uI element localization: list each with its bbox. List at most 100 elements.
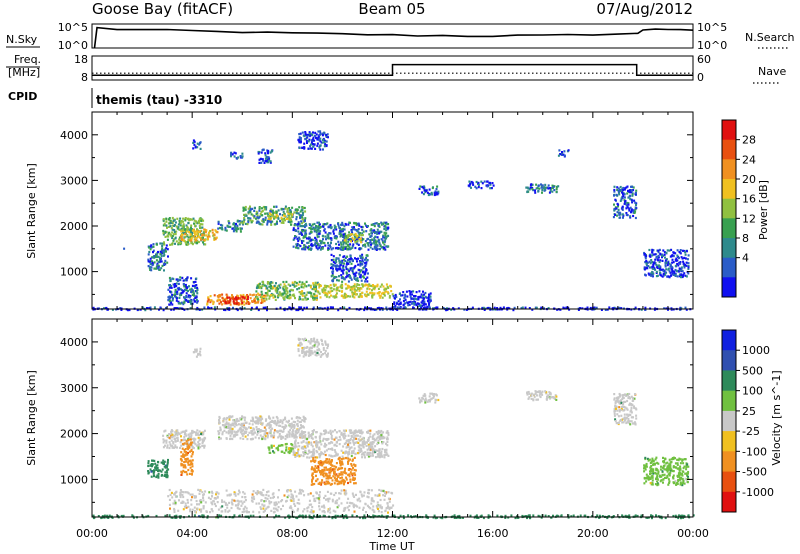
- scatter-region-13: [167, 276, 199, 306]
- scatter-region-6: [310, 456, 357, 486]
- cpid-text: themis (tau) -3310: [96, 93, 222, 107]
- scatter-region-10: [418, 392, 440, 404]
- noise-panel: [91, 23, 694, 49]
- power-axes: 1000 2000 3000 4000: [60, 111, 694, 309]
- colorbar-tick-5: -100: [742, 445, 767, 458]
- nsearch-label: N.Search: [745, 31, 795, 44]
- nsky-label: N.Sky: [6, 33, 38, 46]
- scatter-region-25: [643, 248, 690, 279]
- xtick-label-4: 16:00: [477, 527, 509, 540]
- colorbar-tick-0: 28: [742, 134, 756, 147]
- power-ylabel: Slant Range [km]: [25, 163, 38, 259]
- colorbar-swatch-2: [722, 370, 736, 392]
- nsky-top-tick: 10^5: [58, 21, 88, 34]
- colorbar-swatch-0: [722, 330, 736, 351]
- power-panel: [91, 111, 694, 310]
- scatter-region-4: [217, 219, 244, 233]
- scatter-region-22: [525, 183, 560, 194]
- scatter-region-8: [297, 337, 330, 358]
- scatter-region-12: [613, 392, 638, 426]
- colorbar-swatch-7: [722, 471, 736, 493]
- scatter-region-7: [192, 347, 202, 358]
- ytick-label-2: 3000: [60, 174, 88, 187]
- colorbar-swatch-7: [722, 257, 736, 278]
- velocity-heatmap: [92, 337, 695, 520]
- time-axis: 00:00 04:00 08:00 12:00 16:00 20:00 00:00: [76, 527, 709, 540]
- colorbar-tick-0: 1000: [742, 344, 770, 357]
- ytick-label-0: 1000: [60, 473, 88, 486]
- cpid-label: CPID: [8, 90, 37, 103]
- scatter-region-7: [292, 221, 390, 251]
- scatter-region-24: [612, 185, 638, 220]
- colorbar-swatch-5: [722, 431, 736, 452]
- scatter-region-4: [267, 442, 294, 455]
- scatter-region-1: [147, 242, 169, 272]
- colorbar-swatch-5: [722, 218, 736, 239]
- ytick-label-1: 2000: [60, 220, 88, 233]
- freq-bottom-tick: 8: [81, 71, 88, 84]
- colorbar-swatch-1: [722, 139, 736, 160]
- scatter-region-9: [167, 488, 395, 514]
- date-title: 07/Aug/2012: [596, 0, 693, 18]
- ytick-label-1: 2000: [60, 428, 88, 441]
- colorbar-swatch-3: [722, 390, 736, 412]
- velocity-ylabel: Slant Range [km]: [25, 370, 38, 466]
- frequency-panel: [91, 55, 694, 81]
- scatter-region-3: [179, 228, 219, 242]
- time-axis-label: Time UT: [368, 540, 414, 553]
- power-heatmap: [92, 130, 692, 312]
- colorbar-swatch-8: [722, 491, 736, 513]
- scatter-region-6: [267, 212, 294, 222]
- freq-label-line2: [MHz]: [8, 66, 40, 79]
- noise-lines: [93, 26, 694, 49]
- scatter-region-15: [222, 295, 250, 305]
- velocity-colorbar: 1000 500 100 25 -25 -100 -500 -1000: [721, 329, 774, 513]
- station-title: Goose Bay (fitACF): [92, 0, 233, 18]
- colorbar-tick-3: 16: [742, 193, 756, 206]
- power-colorbar-title: Power [dB]: [757, 180, 770, 240]
- xtick-label-2: 08:00: [276, 527, 308, 540]
- colorbar-swatch-8: [722, 277, 736, 298]
- scatter-region-23: [557, 149, 570, 158]
- colorbar-swatch-2: [722, 159, 736, 180]
- colorbar-swatch-4: [722, 410, 736, 432]
- colorbar-swatch-3: [722, 179, 736, 200]
- scatter-region-0: [147, 458, 170, 479]
- colorbar-tick-1: 24: [742, 153, 756, 166]
- ytick-label-3: 4000: [60, 336, 88, 349]
- ytick-label-3: 4000: [60, 129, 88, 142]
- xtick-label-3: 12:00: [377, 527, 409, 540]
- colorbar-tick-4: 12: [742, 212, 756, 225]
- noise-series-0: [93, 26, 694, 49]
- freq-top-tick: 18: [74, 53, 88, 66]
- velocity-panel: [91, 318, 694, 518]
- freq-label-line1: Freq.: [14, 53, 41, 66]
- scatter-region-21: [467, 180, 495, 190]
- scatter-region-12: [297, 130, 329, 151]
- nave-label: Nave: [758, 65, 786, 78]
- xtick-label-0: 00:00: [76, 527, 108, 540]
- colorbar-tick-6: 4: [742, 252, 749, 265]
- power-colorbar: 28 24 20 16 12 8 4: [721, 119, 756, 298]
- scatter-region-2: [179, 438, 194, 476]
- scatter-region-5: [292, 429, 390, 459]
- scatter-region-0: [123, 247, 126, 250]
- colorbar-swatch-1: [722, 350, 736, 371]
- xtick-label-6: 00:00: [677, 527, 709, 540]
- scatter-region-17: [317, 283, 394, 299]
- colorbar-tick-6: -500: [742, 466, 767, 479]
- ytick-label-0: 1000: [60, 266, 88, 279]
- scatter-region-9: [192, 139, 202, 150]
- colorbar-swatch-0: [722, 120, 736, 141]
- scatter-region-16: [255, 280, 319, 302]
- nsearch-top-tick: 10^5: [697, 21, 727, 34]
- colorbar-tick-4: -25: [742, 425, 760, 438]
- colorbar-tick-1: 500: [742, 364, 763, 377]
- xtick-label-1: 04:00: [176, 527, 208, 540]
- nsky-bottom-tick: 10^0: [58, 39, 88, 52]
- frequency-lines: [92, 63, 693, 76]
- ytick-label-2: 3000: [60, 382, 88, 395]
- colorbar-swatch-4: [722, 198, 736, 219]
- scatter-region-11: [526, 390, 558, 402]
